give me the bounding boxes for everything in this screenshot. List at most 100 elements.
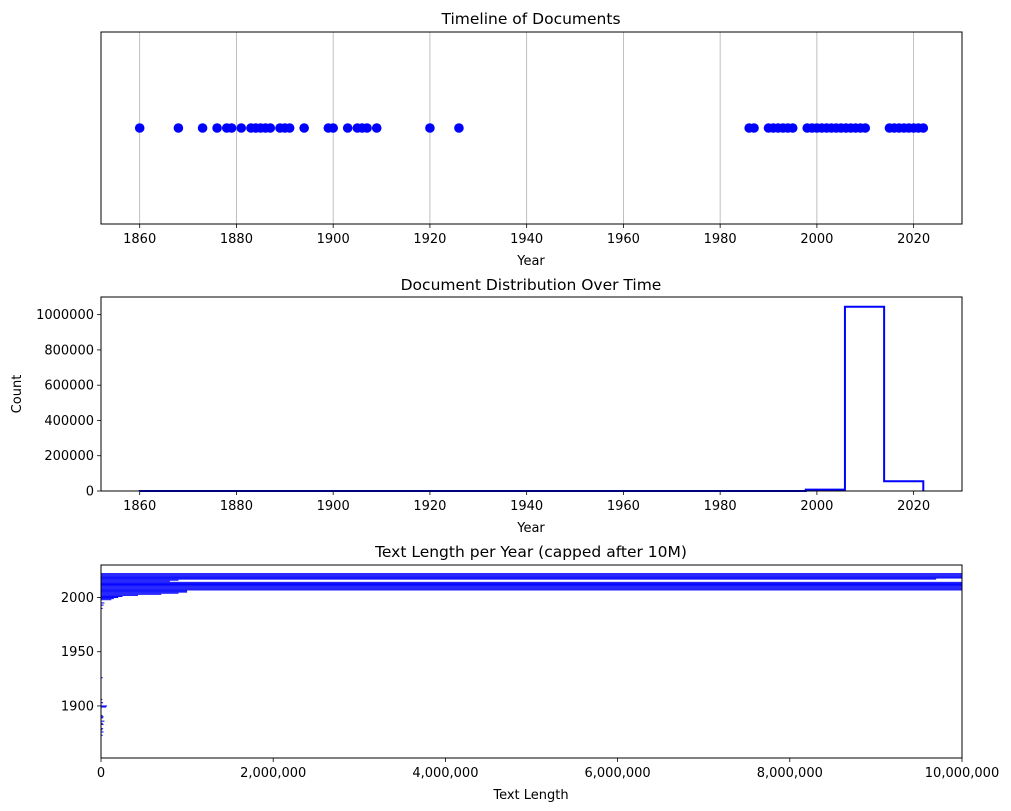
- text-length-bar: [101, 705, 108, 707]
- distribution-y-tick-label: 400000: [44, 414, 94, 429]
- timeline-x-ticks: 1860 1880 1900 1920 1940 1960 1980 2000 2020: [123, 224, 930, 247]
- text-length-x-tick-label: 6,000,000: [585, 766, 651, 781]
- text-length-x-tick-label: 2,000,000: [240, 766, 306, 781]
- timeline-x-tick-label: 2000: [800, 232, 833, 247]
- distribution-y-ticks: 0 200000 400000 600000 800000 1000000: [36, 308, 101, 500]
- text-length-bar: [101, 723, 104, 725]
- distribution-x-tick-label: 1900: [317, 499, 350, 514]
- text-length-bar: [101, 597, 119, 599]
- distribution-x-tick-label: 1860: [123, 499, 156, 514]
- text-length-bar: [101, 592, 179, 594]
- distribution-x-ticks: 1860 1880 1900 1920 1940 1960 1980 2000 2020: [123, 491, 930, 514]
- timeline-x-tick-label: 1980: [704, 232, 737, 247]
- text-length-bar: [101, 587, 962, 589]
- text-length-bar: [101, 595, 123, 597]
- distribution-x-tick-label: 1980: [704, 499, 737, 514]
- timeline-point: [749, 123, 759, 133]
- text-length-bar: [101, 729, 103, 731]
- text-length-y-tick-label: 1950: [61, 645, 94, 660]
- timeline-point: [236, 123, 247, 133]
- text-length-bar: [101, 728, 104, 730]
- text-length-y-ticks: 1900 1950 2000: [61, 591, 101, 714]
- timeline-x-tick-label: 1880: [220, 232, 253, 247]
- text-length-bar: [101, 720, 105, 722]
- timeline-point: [284, 123, 295, 133]
- text-length-x-ticks: 0 2,000,000 4,000,000 6,000,000 8,000,000 10,…: [97, 758, 999, 781]
- text-length-frame: [100, 564, 963, 759]
- timeline-x-tick-label: 1920: [413, 232, 446, 247]
- text-length-bar: [101, 734, 103, 736]
- text-length-bar: [101, 731, 104, 733]
- text-length-bar: [101, 698, 103, 700]
- timeline-point: [299, 123, 309, 133]
- timeline-x-tick-label: 1940: [510, 232, 543, 247]
- timeline-x-label: Year: [516, 254, 545, 269]
- timeline-point: [362, 123, 372, 133]
- text-length-bar: [101, 573, 962, 575]
- text-length-bars: [101, 573, 962, 736]
- text-length-x-tick-label: 8,000,000: [757, 766, 823, 781]
- distribution-x-tick-label: 2020: [897, 499, 930, 514]
- distribution-panel: Document Distribution Over Time 1860 1880…: [10, 276, 963, 536]
- text-length-bar: [101, 577, 962, 579]
- text-length-bar: [101, 677, 103, 679]
- text-length-bar: [101, 585, 962, 587]
- timeline-point: [787, 123, 798, 133]
- text-length-y-tick-label: 2000: [61, 591, 94, 606]
- distribution-x-tick-label: 1960: [607, 499, 640, 514]
- text-length-x-label: Text Length: [492, 788, 568, 803]
- text-length-bar: [101, 716, 104, 718]
- timeline-point: [860, 123, 871, 133]
- distribution-x-label: Year: [516, 521, 545, 536]
- timeline-points: [134, 123, 929, 133]
- timeline-point: [371, 123, 382, 133]
- text-length-bar: [101, 590, 188, 592]
- text-length-x-tick-label: 0: [97, 766, 105, 781]
- distribution-y-tick-label: 600000: [44, 379, 94, 394]
- timeline-point: [226, 123, 237, 133]
- distribution-x-tick-label: 1880: [220, 499, 253, 514]
- text-length-title: Text Length per Year (capped after 10M): [374, 543, 687, 561]
- timeline-point: [173, 123, 184, 133]
- text-length-bar: [101, 602, 105, 604]
- text-length-bar: [101, 574, 962, 576]
- timeline-point: [454, 123, 464, 133]
- text-length-panel: Text Length per Year (capped after 10M) …: [61, 543, 999, 803]
- timeline-frame: [100, 31, 963, 225]
- timeline-point: [342, 123, 353, 133]
- text-length-bar: [101, 584, 962, 586]
- distribution-y-tick-label: 200000: [44, 449, 94, 464]
- timeline-point: [265, 123, 276, 133]
- text-length-bar: [101, 578, 937, 580]
- text-length-x-tick-label: 10,000,000: [925, 766, 999, 781]
- distribution-y-label: Count: [10, 375, 25, 414]
- text-length-bar: [101, 717, 104, 719]
- timeline-x-tick-label: 1860: [123, 232, 156, 247]
- text-length-x-tick-label: 4,000,000: [412, 766, 478, 781]
- text-length-bar: [101, 591, 188, 593]
- text-length-bar: [101, 589, 962, 591]
- distribution-frame: [100, 296, 963, 492]
- text-length-bar: [101, 581, 962, 583]
- text-length-bar: [101, 579, 179, 581]
- text-length-bar: [101, 593, 162, 595]
- timeline-point: [212, 123, 222, 133]
- timeline-panel: Timeline of Documents 1860 1880 1900 1920 19…: [100, 10, 963, 269]
- text-length-bar: [101, 604, 104, 606]
- distribution-x-tick-label: 1940: [510, 499, 543, 514]
- text-length-bar: [101, 702, 104, 704]
- distribution-title: Document Distribution Over Time: [401, 276, 662, 294]
- text-length-bar: [101, 599, 112, 601]
- timeline-point: [425, 123, 435, 133]
- timeline-point: [328, 123, 338, 133]
- text-length-bar: [101, 582, 962, 584]
- text-length-bar: [101, 594, 139, 596]
- text-length-bar: [101, 607, 103, 609]
- text-length-bar: [101, 588, 962, 590]
- distribution-x-tick-label: 2000: [800, 499, 833, 514]
- distribution-y-tick-label: 1000000: [36, 308, 94, 323]
- text-length-y-tick-label: 1900: [61, 699, 94, 714]
- timeline-point: [197, 123, 208, 133]
